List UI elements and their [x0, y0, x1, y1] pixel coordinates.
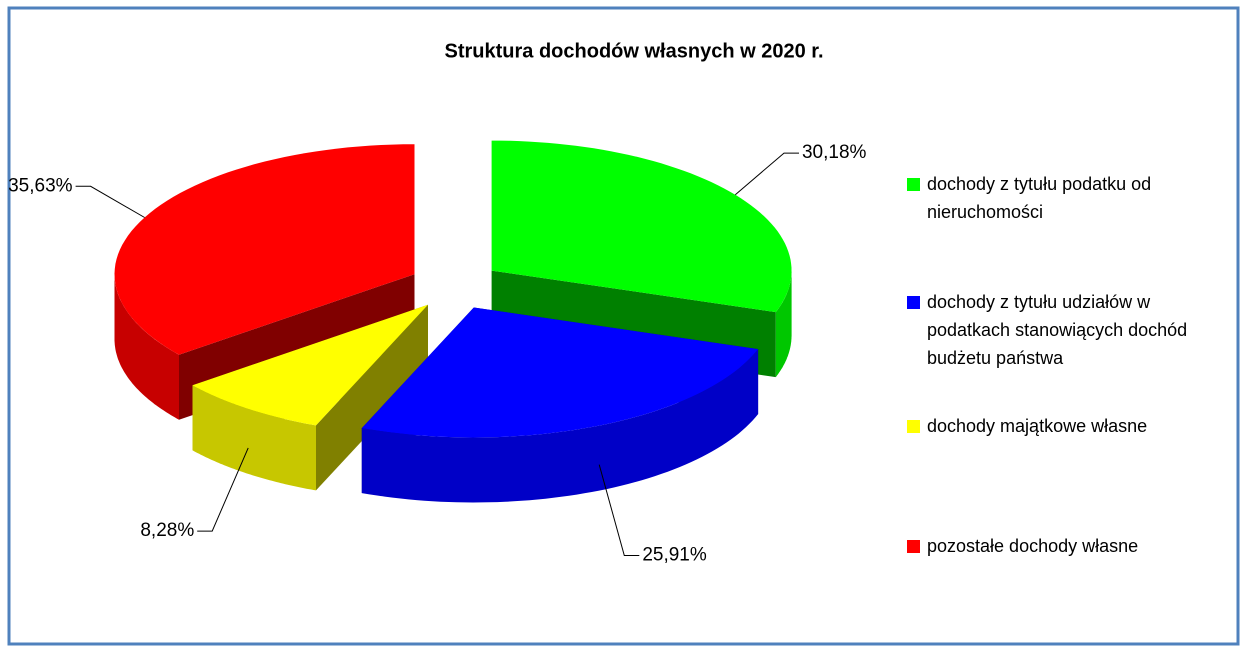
legend-label: dochody z tytułu podatku od nieruchomośc…	[927, 174, 1152, 222]
data-label: 25,91%	[642, 545, 707, 566]
legend-label: dochody z tytułu udziałów w podatkach st…	[927, 292, 1188, 368]
slice	[192, 304, 428, 491]
legend-swatch	[907, 420, 920, 433]
slice-top	[361, 307, 759, 438]
slice-wall	[361, 349, 759, 503]
chart-title: Struktura dochodów własnych w 2020 r.	[445, 40, 824, 62]
legend-item: dochody z tytułu udziałów w podatkach st…	[905, 288, 1197, 372]
leader-line	[734, 152, 799, 196]
legend-label: dochody majątkowe własne	[927, 416, 1148, 436]
slice	[361, 307, 759, 503]
legend-item: dochody z tytułu podatku od nieruchomośc…	[905, 170, 1197, 226]
slice-wall	[114, 274, 179, 420]
leader-line	[598, 464, 640, 556]
leader-line	[197, 447, 249, 532]
slice-top	[491, 140, 792, 313]
legend-item: dochody majątkowe własne	[905, 412, 1197, 440]
slice-wall	[192, 385, 316, 491]
slice-top	[192, 304, 428, 426]
legend-label: pozostałe dochody własne	[927, 536, 1139, 556]
slice-top	[114, 144, 415, 355]
legend-item: pozostałe dochody własne	[905, 532, 1197, 560]
data-label: 35,63%	[8, 175, 73, 196]
data-label: 8,28%	[140, 520, 194, 541]
data-label: 30,18%	[802, 142, 867, 163]
leader-line	[75, 185, 145, 218]
legend-swatch	[907, 540, 920, 553]
slice-wall	[775, 270, 792, 378]
legend-swatch	[907, 178, 920, 191]
legend-swatch	[907, 296, 920, 309]
